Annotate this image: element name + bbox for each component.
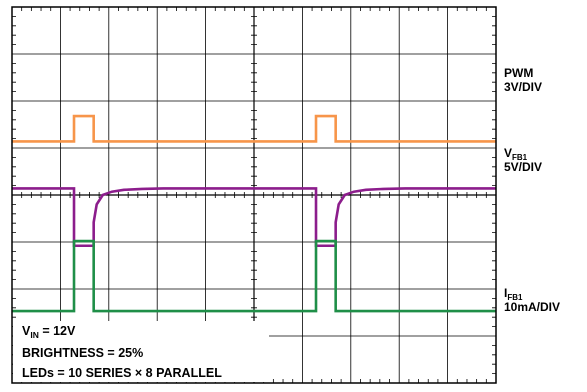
vfb1-channel-scale: 5V/DIV — [504, 160, 543, 174]
ifb1-channel-label: IFB1 10mA/DIV — [504, 286, 560, 314]
minor-ticks — [12, 7, 496, 383]
pwm-channel-label: PWM 3V/DIV — [504, 66, 542, 94]
vin-condition: VIN = 12V — [22, 324, 76, 340]
vfb1-channel-label: VFB1 5V/DIV — [504, 146, 542, 174]
brightness-condition: BRIGHTNESS = 25% — [22, 346, 144, 360]
pwm-trace — [12, 114, 496, 143]
conditions-box — [13, 321, 269, 382]
traces — [12, 114, 496, 313]
vfb1-channel-name: VFB1 — [504, 146, 528, 162]
ifb1-trace — [12, 239, 496, 313]
pwm-channel-name: PWM — [504, 66, 534, 80]
leds-condition: LEDs = 10 SERIES × 8 PARALLEL — [22, 366, 222, 380]
graticule — [12, 7, 496, 383]
ifb1-channel-name: IFB1 — [504, 286, 523, 302]
plot-frame — [11, 6, 497, 384]
ifb1-channel-scale: 10mA/DIV — [504, 300, 561, 314]
pwm-channel-scale: 3V/DIV — [504, 80, 543, 94]
vfb1-trace — [12, 187, 496, 248]
